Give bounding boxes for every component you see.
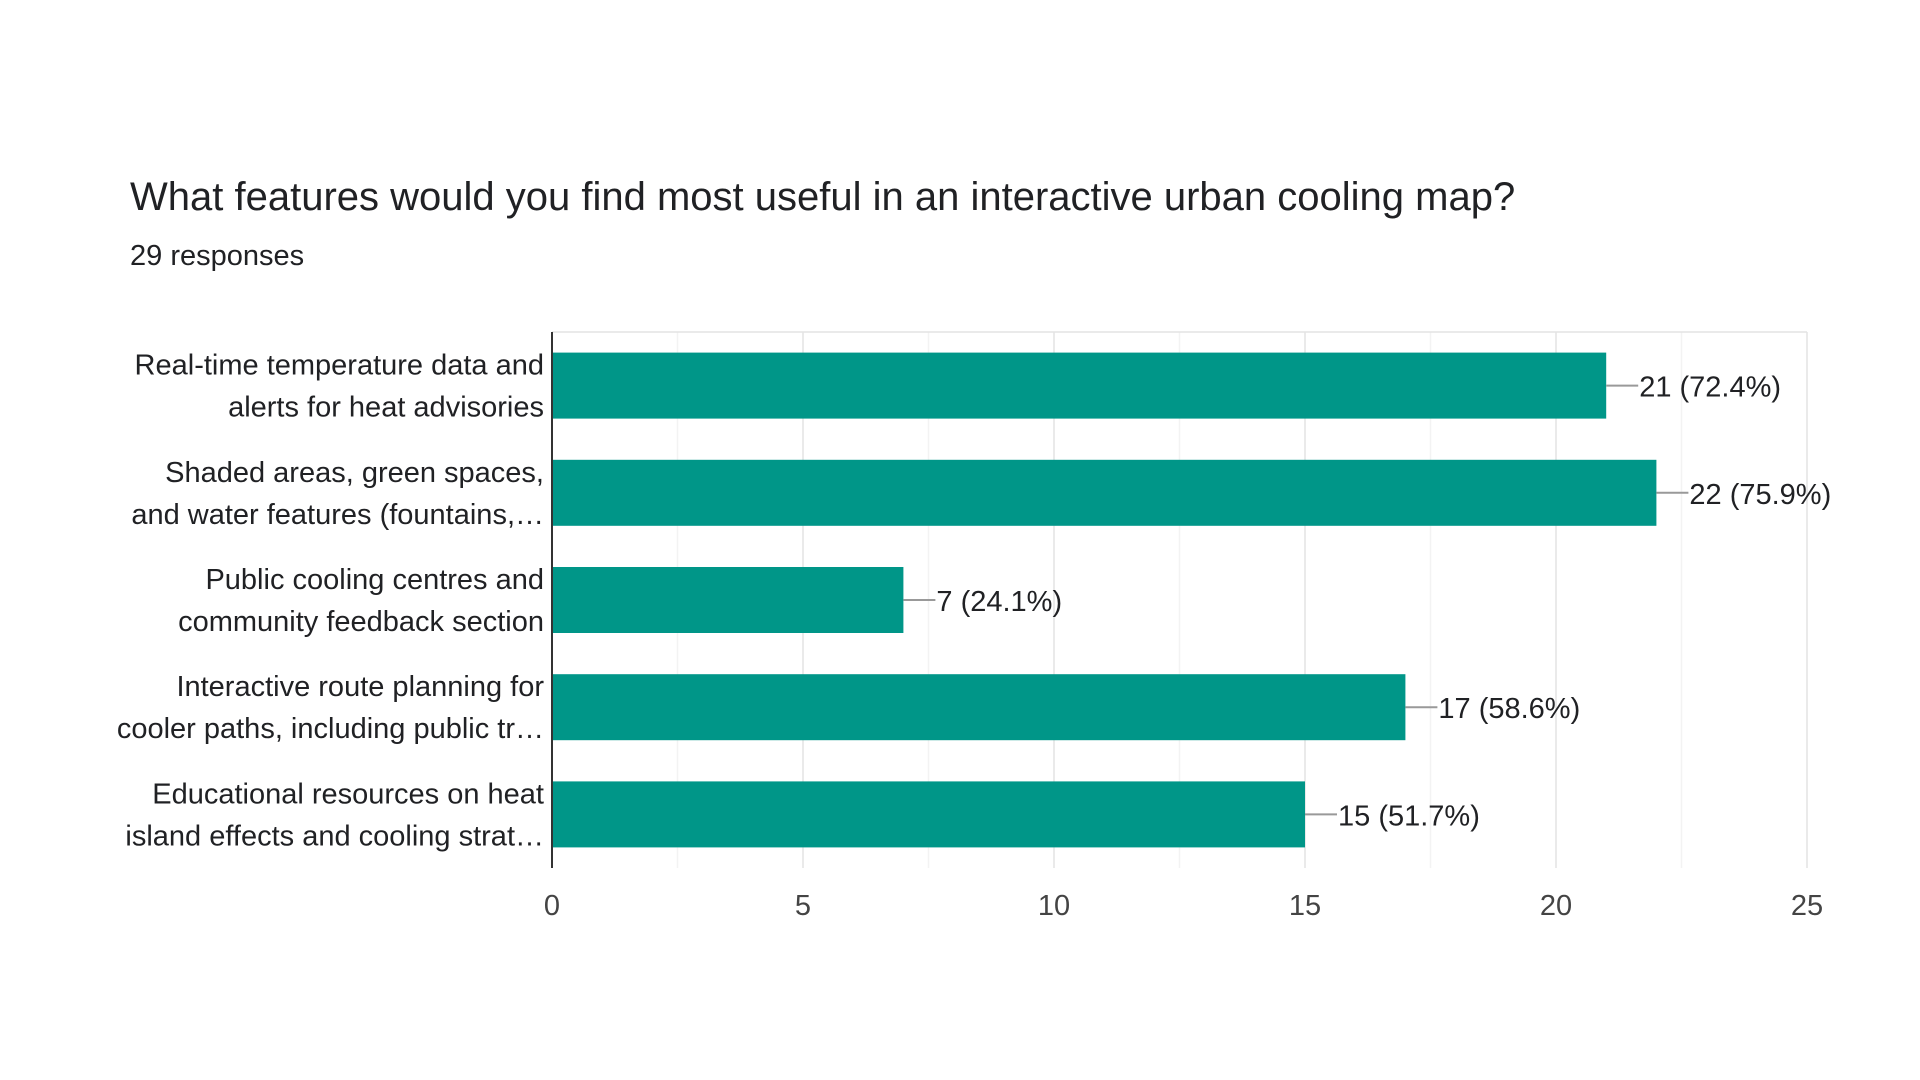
category-label: Interactive route planning for — [176, 671, 544, 703]
bar — [552, 674, 1406, 741]
data-label: 17 (58.6%) — [1438, 693, 1580, 725]
x-tick-label: 0 — [544, 890, 560, 922]
bar — [552, 567, 904, 633]
category-label: alerts for heat advisories — [228, 392, 544, 424]
x-tick-label: 15 — [1289, 890, 1321, 922]
data-label: 21 (72.4%) — [1639, 372, 1781, 404]
data-label: 15 (51.7%) — [1338, 800, 1480, 832]
x-tick-label: 25 — [1791, 890, 1823, 922]
data-label: 7 (24.1%) — [936, 586, 1062, 618]
category-label: island effects and cooling strat… — [125, 820, 544, 852]
x-tick-label: 5 — [795, 890, 811, 922]
x-tick-label: 20 — [1540, 890, 1572, 922]
chart-title: What features would you find most useful… — [130, 175, 1516, 219]
bar — [552, 459, 1657, 526]
category-label: Shaded areas, green spaces, — [165, 457, 544, 489]
category-label: Educational resources on heat — [152, 778, 544, 810]
x-tick-label: 10 — [1038, 890, 1070, 922]
category-label: community feedback section — [178, 606, 544, 638]
category-label: and water features (fountains,… — [131, 499, 544, 531]
response-count: 29 responses — [130, 240, 305, 272]
data-label: 22 (75.9%) — [1689, 479, 1831, 511]
category-label: Public cooling centres and — [205, 564, 544, 596]
category-label: Real-time temperature data and — [135, 350, 544, 382]
category-label: cooler paths, including public tr… — [117, 713, 544, 745]
bar — [552, 781, 1305, 848]
bar — [552, 352, 1607, 419]
